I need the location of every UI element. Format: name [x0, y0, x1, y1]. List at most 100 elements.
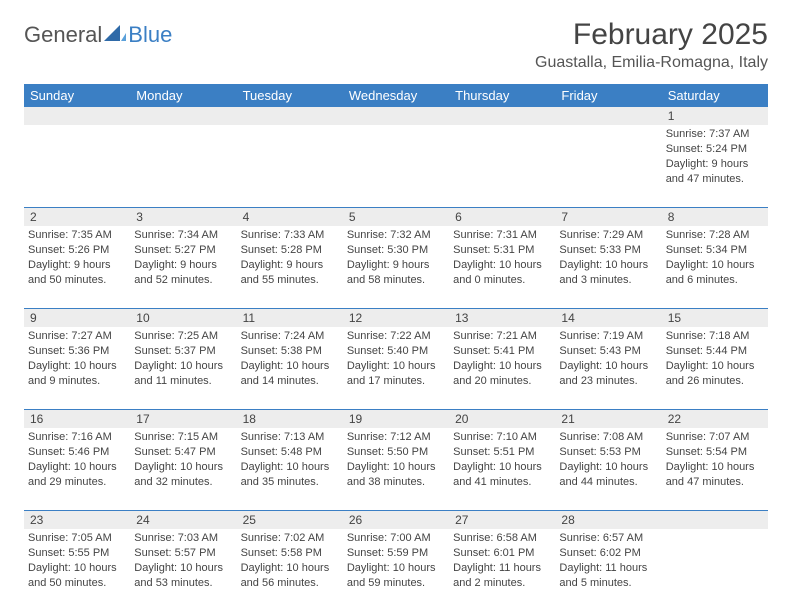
daylight-text: Daylight: 10 hours and 17 minutes. — [347, 359, 445, 389]
sunrise-text: Sunrise: 7:16 AM — [28, 430, 126, 445]
daylight-text: Daylight: 10 hours and 29 minutes. — [28, 460, 126, 490]
day-cell: Sunrise: 7:28 AMSunset: 5:34 PMDaylight:… — [662, 226, 768, 308]
daylight-text: Daylight: 9 hours and 47 minutes. — [666, 157, 764, 187]
title-block: February 2025 Guastalla, Emilia-Romagna,… — [535, 18, 768, 72]
sunset-text: Sunset: 5:43 PM — [559, 344, 657, 359]
day-cell: Sunrise: 7:08 AMSunset: 5:53 PMDaylight:… — [555, 428, 661, 510]
daylight-text: Daylight: 10 hours and 35 minutes. — [241, 460, 339, 490]
daylight-text: Daylight: 9 hours and 58 minutes. — [347, 258, 445, 288]
day-number: 9 — [24, 309, 130, 327]
sunset-text: Sunset: 5:55 PM — [28, 546, 126, 561]
day-header: Monday — [130, 84, 236, 107]
day-cell — [24, 125, 130, 207]
day-cell: Sunrise: 7:34 AMSunset: 5:27 PMDaylight:… — [130, 226, 236, 308]
daylight-text: Daylight: 10 hours and 14 minutes. — [241, 359, 339, 389]
sunset-text: Sunset: 5:58 PM — [241, 546, 339, 561]
daylight-text: Daylight: 9 hours and 55 minutes. — [241, 258, 339, 288]
sunset-text: Sunset: 6:02 PM — [559, 546, 657, 561]
sunset-text: Sunset: 5:59 PM — [347, 546, 445, 561]
sunset-text: Sunset: 5:33 PM — [559, 243, 657, 258]
day-number: 14 — [555, 309, 661, 327]
sunrise-text: Sunrise: 7:24 AM — [241, 329, 339, 344]
daylight-text: Daylight: 10 hours and 44 minutes. — [559, 460, 657, 490]
daynum-row: 2345678 — [24, 208, 768, 226]
daynum-row: 16171819202122 — [24, 410, 768, 428]
sunset-text: Sunset: 5:51 PM — [453, 445, 551, 460]
week-row: Sunrise: 7:05 AMSunset: 5:55 PM Daylight:… — [24, 529, 768, 611]
daylight-text: Daylight: 11 hours and 5 minutes. — [559, 561, 657, 591]
week-row: Sunrise: 7:27 AMSunset: 5:36 PMDaylight:… — [24, 327, 768, 410]
sunset-text: Sunset: 5:40 PM — [347, 344, 445, 359]
day-number: 25 — [237, 511, 343, 529]
daylight-text: Daylight: 10 hours and 47 minutes. — [666, 460, 764, 490]
sunset-text: Sunset: 5:50 PM — [347, 445, 445, 460]
day-cell — [449, 125, 555, 207]
day-header: Saturday — [662, 84, 768, 107]
day-number: 8 — [662, 208, 768, 226]
week-row: Sunrise: 7:37 AMSunset: 5:24 PMDaylight:… — [24, 125, 768, 208]
day-cell: Sunrise: 7:07 AMSunset: 5:54 PMDaylight:… — [662, 428, 768, 510]
day-number: 23 — [24, 511, 130, 529]
header: General Blue February 2025 Guastalla, Em… — [24, 18, 768, 72]
sunrise-text: Sunrise: 7:19 AM — [559, 329, 657, 344]
day-cell — [130, 125, 236, 207]
day-number: 19 — [343, 410, 449, 428]
sunset-text: Sunset: 5:41 PM — [453, 344, 551, 359]
daylight-text: Daylight: 10 hours and 56 minutes. — [241, 561, 339, 591]
daylight-text: Daylight: 10 hours and 23 minutes. — [559, 359, 657, 389]
day-number — [130, 107, 236, 125]
day-header-row: Sunday Monday Tuesday Wednesday Thursday… — [24, 84, 768, 107]
day-number: 24 — [130, 511, 236, 529]
day-cell: Sunrise: 7:37 AMSunset: 5:24 PMDaylight:… — [662, 125, 768, 207]
sunrise-text: Sunrise: 7:05 AM — [28, 531, 126, 546]
day-cell: Sunrise: 7:22 AMSunset: 5:40 PMDaylight:… — [343, 327, 449, 409]
day-number: 20 — [449, 410, 555, 428]
sunset-text: Sunset: 5:54 PM — [666, 445, 764, 460]
day-cell: Sunrise: 7:21 AMSunset: 5:41 PMDaylight:… — [449, 327, 555, 409]
day-number: 13 — [449, 309, 555, 327]
day-number: 26 — [343, 511, 449, 529]
sunset-text: Sunset: 6:01 PM — [453, 546, 551, 561]
sunrise-text: Sunrise: 7:10 AM — [453, 430, 551, 445]
day-cell: Sunrise: 7:33 AMSunset: 5:28 PMDaylight:… — [237, 226, 343, 308]
daylight-text: Daylight: 10 hours and 53 minutes. — [134, 561, 232, 591]
daylight-text: Daylight: 10 hours and 11 minutes. — [134, 359, 232, 389]
day-number: 12 — [343, 309, 449, 327]
sunrise-text: Sunrise: 7:35 AM — [28, 228, 126, 243]
sunset-text: Sunset: 5:48 PM — [241, 445, 339, 460]
sunrise-text: Sunrise: 7:00 AM — [347, 531, 445, 546]
day-cell: Sunrise: 6:58 AMSunset: 6:01 PMDaylight:… — [449, 529, 555, 611]
day-number: 17 — [130, 410, 236, 428]
day-cell: Sunrise: 7:27 AMSunset: 5:36 PMDaylight:… — [24, 327, 130, 409]
day-cell: Sunrise: 6:57 AMSunset: 6:02 PMDaylight:… — [555, 529, 661, 611]
logo-text-2: Blue — [128, 22, 172, 48]
day-number: 16 — [24, 410, 130, 428]
day-number: 1 — [662, 107, 768, 125]
daylight-text: Daylight: 10 hours and 26 minutes. — [666, 359, 764, 389]
sunrise-text: Sunrise: 7:13 AM — [241, 430, 339, 445]
day-cell: Sunrise: 7:19 AMSunset: 5:43 PMDaylight:… — [555, 327, 661, 409]
day-cell: Sunrise: 7:00 AMSunset: 5:59 PMDaylight:… — [343, 529, 449, 611]
daylight-text: Daylight: 10 hours and 9 minutes. — [28, 359, 126, 389]
sunrise-text: Sunrise: 7:15 AM — [134, 430, 232, 445]
sunrise-text: Sunrise: 7:25 AM — [134, 329, 232, 344]
day-number: 5 — [343, 208, 449, 226]
sunrise-text: Sunrise: 7:18 AM — [666, 329, 764, 344]
logo-sail-icon — [104, 23, 126, 48]
sunset-text: Sunset: 5:26 PM — [28, 243, 126, 258]
day-cell: Sunrise: 7:15 AMSunset: 5:47 PMDaylight:… — [130, 428, 236, 510]
daylight-text: Daylight: 10 hours and 20 minutes. — [453, 359, 551, 389]
day-number: 18 — [237, 410, 343, 428]
sunset-text: Sunset: 5:36 PM — [28, 344, 126, 359]
day-number: 4 — [237, 208, 343, 226]
daylight-text: Daylight: 10 hours and 0 minutes. — [453, 258, 551, 288]
day-cell: Sunrise: 7:35 AMSunset: 5:26 PMDaylight:… — [24, 226, 130, 308]
sunset-text: Sunset: 5:46 PM — [28, 445, 126, 460]
sunset-text: Sunset: 5:44 PM — [666, 344, 764, 359]
day-cell: Sunrise: 7:24 AMSunset: 5:38 PMDaylight:… — [237, 327, 343, 409]
day-cell: Sunrise: 7:05 AMSunset: 5:55 PMDaylight:… — [24, 529, 130, 611]
sunrise-text: Sunrise: 7:12 AM — [347, 430, 445, 445]
sunrise-text: Sunrise: 7:07 AM — [666, 430, 764, 445]
sunset-text: Sunset: 5:24 PM — [666, 142, 764, 157]
day-cell: Sunrise: 7:29 AMSunset: 5:33 PMDaylight:… — [555, 226, 661, 308]
